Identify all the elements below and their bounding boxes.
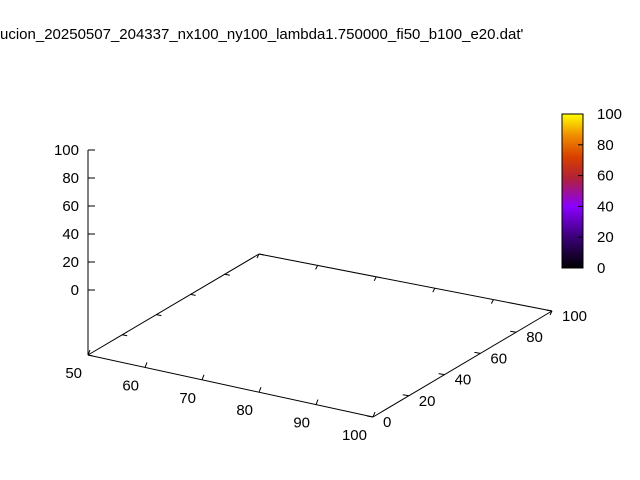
x-back-tick-mark (256, 253, 260, 259)
x-tick-mark (144, 362, 148, 368)
z-tick-label: 80 (62, 170, 79, 187)
y-tick-mark (545, 309, 553, 312)
y-tick-label: 100 (562, 308, 587, 325)
colorbar-tick-label: 100 (597, 106, 622, 123)
x-tick-label: 90 (293, 415, 310, 432)
back-ticks (87, 253, 553, 357)
x-tick-label: 70 (179, 390, 196, 407)
x-tick-mark (315, 399, 319, 405)
y-tick-mark (510, 330, 517, 333)
colorbar-tick-label: 40 (597, 198, 614, 215)
colorbar: 0 20 40 60 80 100 (561, 106, 622, 277)
y-back-tick-mark (258, 253, 265, 256)
y-ticks: 0 20 40 60 80 100 (366, 308, 587, 431)
back-y-line (87, 253, 260, 356)
x-tick-label: 50 (65, 365, 82, 382)
y-tick-mark (402, 394, 409, 397)
x-back-tick-mark (315, 265, 319, 270)
y-back-tick-mark (87, 354, 94, 357)
x-back-tick-mark (549, 310, 553, 316)
z-tick-label: 20 (62, 254, 79, 271)
x-tick-mark (372, 411, 376, 418)
x-tick-mark (87, 349, 91, 356)
z-ticks: 0 20 40 60 80 100 (54, 142, 95, 299)
y-tick-label: 0 (383, 414, 391, 431)
x-tick-label: 80 (236, 402, 253, 419)
axis-box (87, 150, 553, 418)
colorbar-tick-label: 80 (597, 137, 614, 154)
x-tick-label: 60 (122, 377, 139, 394)
x-back-tick-mark (432, 287, 436, 293)
x-back-tick-mark (373, 276, 377, 282)
z-tick-label: 100 (54, 142, 79, 159)
x-back-tick-mark (490, 299, 494, 304)
x-axis-line (87, 354, 374, 418)
y-axis-line (372, 310, 553, 418)
x-tick-mark (201, 374, 205, 380)
y-back-tick-mark (122, 334, 128, 337)
y-tick-mark (366, 415, 374, 418)
back-x-line (258, 253, 553, 312)
z-tick-label: 40 (62, 226, 79, 243)
y-tick-label: 20 (419, 393, 436, 410)
y-back-tick-mark (190, 293, 196, 296)
colorbar-tick-label: 0 (597, 260, 605, 277)
y-tick-label: 80 (526, 329, 543, 346)
colorbar-tick-label: 20 (597, 229, 614, 246)
colorbar-tick-label: 60 (597, 168, 614, 185)
y-back-tick-mark (156, 314, 162, 317)
z-tick-label: 0 (71, 282, 79, 299)
y-tick-label: 40 (455, 372, 472, 389)
y-back-tick-mark (224, 273, 230, 276)
y-tick-mark (474, 351, 481, 354)
chart-title: ucion_20250507_204337_nx100_ny100_lambda… (0, 26, 523, 43)
z-tick-label: 60 (62, 198, 79, 215)
x-tick-label: 100 (342, 427, 367, 444)
y-tick-label: 60 (490, 350, 507, 367)
x-tick-mark (258, 387, 262, 393)
colorbar-gradient (561, 113, 584, 269)
colorbar-ticks: 0 20 40 60 80 100 (578, 106, 622, 277)
x-ticks: 50 60 70 80 90 100 (65, 349, 376, 444)
y-tick-mark (438, 373, 445, 376)
